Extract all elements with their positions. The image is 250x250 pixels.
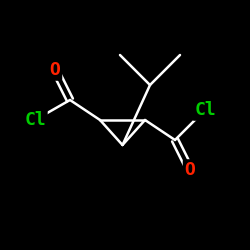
Text: Cl: Cl [24,111,46,129]
Text: O: O [184,161,196,179]
Text: O: O [50,61,60,79]
Text: Cl: Cl [194,101,216,119]
